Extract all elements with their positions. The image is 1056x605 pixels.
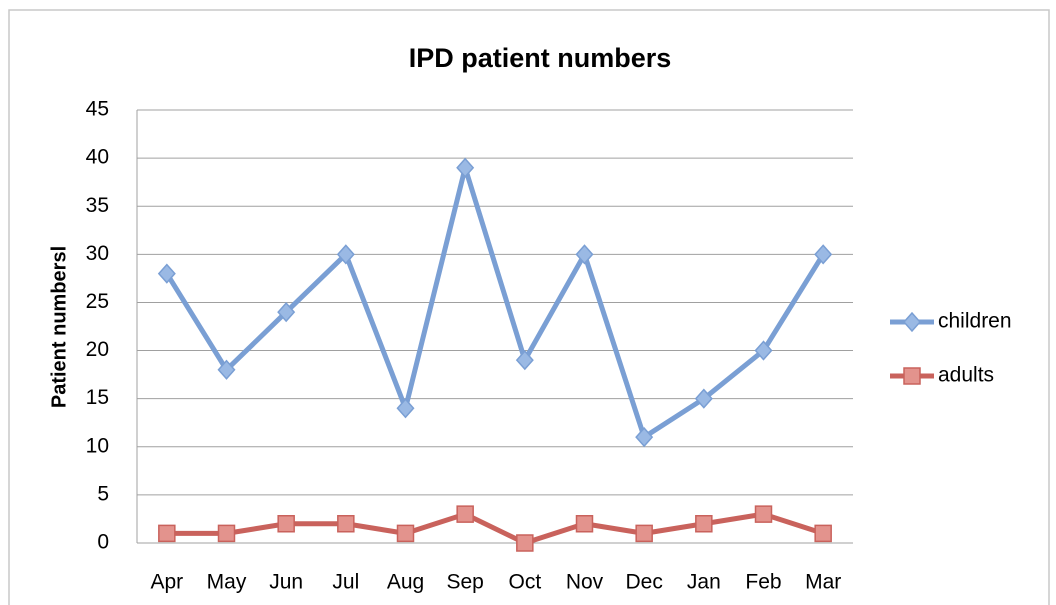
x-tick-label: Jun bbox=[269, 571, 303, 594]
x-tick-label: May bbox=[207, 571, 247, 594]
x-tick-label: Oct bbox=[508, 571, 541, 594]
marker bbox=[396, 398, 415, 419]
x-tick-label: Mar bbox=[805, 571, 841, 594]
y-tick-label: 30 bbox=[86, 242, 109, 265]
x-tick-label: Apr bbox=[150, 571, 183, 594]
x-tick-label: Dec bbox=[625, 571, 662, 594]
marker bbox=[754, 340, 773, 361]
legend-label: children bbox=[938, 310, 1012, 333]
marker bbox=[902, 311, 922, 333]
y-tick-label: 5 bbox=[97, 482, 109, 505]
marker bbox=[754, 505, 773, 523]
marker bbox=[157, 263, 176, 284]
marker bbox=[694, 388, 713, 409]
marker bbox=[277, 301, 296, 323]
marker bbox=[814, 244, 833, 265]
marker bbox=[456, 157, 475, 178]
y-tick-label: 10 bbox=[86, 434, 109, 457]
x-tick-label: Sep bbox=[446, 571, 483, 594]
y-axis-label: Patient numbersl bbox=[48, 246, 70, 408]
marker bbox=[575, 244, 594, 265]
series-line bbox=[164, 165, 826, 440]
marker bbox=[217, 359, 236, 380]
x-tick-label: Jan bbox=[687, 571, 721, 594]
chart-title: IPD patient numbers bbox=[409, 43, 672, 73]
marker bbox=[635, 427, 654, 448]
marker bbox=[456, 505, 474, 523]
y-tick-label: 45 bbox=[86, 98, 109, 121]
marker bbox=[336, 244, 355, 265]
marker bbox=[337, 515, 355, 533]
y-tick-label: 0 bbox=[97, 531, 109, 554]
x-tick-label: Nov bbox=[566, 571, 604, 594]
y-tick-label: 35 bbox=[86, 194, 109, 217]
y-tick-label: 20 bbox=[86, 338, 109, 361]
marker bbox=[903, 367, 921, 385]
marker bbox=[814, 524, 832, 543]
y-tick-label: 25 bbox=[86, 290, 109, 313]
marker bbox=[516, 534, 534, 552]
marker bbox=[575, 515, 594, 533]
marker bbox=[396, 524, 415, 543]
y-tick-label: 15 bbox=[86, 386, 109, 409]
legend-label: adults bbox=[938, 364, 994, 387]
x-tick-label: Jul bbox=[332, 571, 359, 594]
marker bbox=[217, 524, 236, 543]
marker bbox=[515, 350, 534, 371]
marker bbox=[635, 524, 653, 543]
chart-border bbox=[8, 9, 1050, 605]
x-tick-label: Feb bbox=[745, 571, 781, 594]
y-tick-label: 40 bbox=[86, 146, 109, 169]
marker bbox=[695, 515, 713, 533]
series-line bbox=[166, 511, 824, 546]
marker bbox=[158, 524, 176, 543]
marker bbox=[277, 515, 295, 533]
x-tick-label: Aug bbox=[387, 571, 424, 594]
